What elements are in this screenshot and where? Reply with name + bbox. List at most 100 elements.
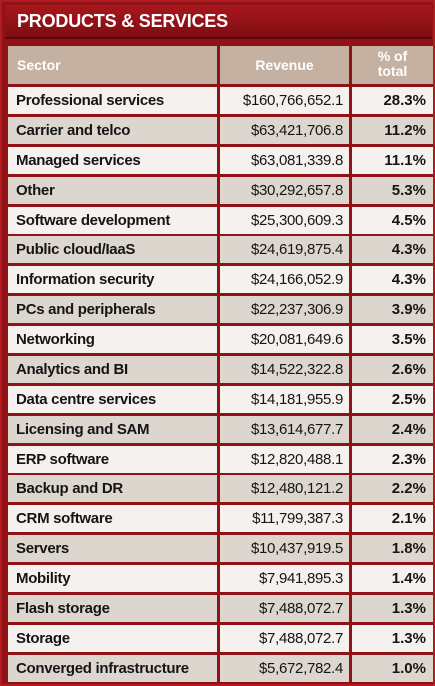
table-row: PCs and peripherals $22,237,306.9 3.9% (8, 296, 433, 324)
revenue-cell: $63,421,706.8 (220, 116, 349, 144)
percent-cell: 4.3% (352, 266, 433, 294)
percent-cell-text: 4.5% (391, 211, 426, 229)
sector-cell: PCs and peripherals (8, 296, 217, 324)
table-row: Professional services $160,766,652.1 28.3% (8, 87, 433, 114)
percent-cell: 2.5% (352, 385, 433, 413)
revenue-cell-text: $24,619,875.4 (250, 241, 343, 259)
percent-cell-text: 3.9% (391, 301, 426, 319)
revenue-cell: $22,237,306.9 (220, 296, 349, 324)
revenue-cell: $7,488,072.7 (220, 624, 349, 652)
sector-cell-text: Servers (16, 540, 69, 558)
percent-cell: 11.1% (352, 146, 433, 174)
sector-cell-text: Data centre services (16, 390, 156, 408)
percent-cell: 2.6% (352, 355, 433, 383)
percent-cell-text: 2.2% (391, 480, 426, 498)
revenue-cell: $13,614,677.7 (220, 415, 349, 443)
sector-cell: Information security (8, 266, 217, 294)
revenue-cell-text: $13,614,677.7 (250, 420, 343, 438)
revenue-cell: $63,081,339.8 (220, 146, 349, 174)
percent-cell: 5.3% (352, 176, 433, 204)
sector-cell: Public cloud/IaaS (8, 236, 217, 264)
percent-cell: 2.3% (352, 445, 433, 473)
revenue-cell-text: $12,480,121.2 (250, 480, 343, 498)
table-row: Public cloud/IaaS $24,619,875.4 4.3% (8, 236, 433, 264)
revenue-cell: $12,820,488.1 (220, 445, 349, 473)
revenue-cell: $160,766,652.1 (220, 87, 349, 114)
percent-cell-text: 28.3% (383, 92, 426, 109)
table-row: Managed services $63,081,339.8 11.1% (8, 146, 433, 174)
percent-cell: 1.8% (352, 535, 433, 563)
revenue-cell: $24,166,052.9 (220, 266, 349, 294)
table-row: Carrier and telco $63,421,706.8 11.2% (8, 116, 433, 144)
revenue-cell-text: $10,437,919.5 (250, 540, 343, 558)
header-percent: % of total (352, 46, 433, 84)
revenue-cell: $20,081,649.6 (220, 326, 349, 353)
sector-cell: Flash storage (8, 595, 217, 622)
revenue-cell-text: $14,181,955.9 (250, 390, 343, 408)
revenue-cell-text: $63,081,339.8 (250, 151, 343, 169)
percent-cell-text: 1.4% (391, 570, 426, 588)
percent-cell-text: 11.2% (384, 121, 426, 139)
revenue-cell: $7,941,895.3 (220, 565, 349, 593)
sector-cell-text: Flash storage (16, 600, 110, 617)
table-row: Backup and DR $12,480,121.2 2.2% (8, 475, 433, 503)
sector-cell-text: CRM software (16, 510, 113, 528)
sector-cell: Data centre services (8, 385, 217, 413)
table-row: Storage $7,488,072.7 1.3% (8, 624, 433, 652)
revenue-cell: $30,292,657.8 (220, 176, 349, 204)
revenue-cell: $12,480,121.2 (220, 475, 349, 503)
table-row: ERP software $12,820,488.1 2.3% (8, 445, 433, 473)
sector-cell: Networking (8, 326, 217, 353)
title-bar: PRODUCTS & SERVICES (5, 5, 432, 39)
sector-cell-text: Managed services (16, 151, 141, 169)
percent-cell: 4.3% (352, 236, 433, 264)
sector-cell: ERP software (8, 445, 217, 473)
percent-cell-text: 1.3% (391, 629, 426, 647)
revenue-cell-text: $63,421,706.8 (250, 121, 343, 139)
percent-cell: 1.0% (352, 654, 433, 682)
sector-cell-text: Carrier and telco (16, 121, 131, 139)
table-row: Flash storage $7,488,072.7 1.3% (8, 595, 433, 622)
table-row: Analytics and BI $14,522,322.8 2.6% (8, 355, 433, 383)
sector-cell: Servers (8, 535, 217, 563)
revenue-cell-text: $12,820,488.1 (250, 450, 343, 468)
percent-cell: 2.4% (352, 415, 433, 443)
percent-cell: 1.4% (352, 565, 433, 593)
table-row: Converged infrastructure $5,672,782.4 1.0% (8, 654, 433, 682)
sector-cell: CRM software (8, 505, 217, 533)
revenue-cell-text: $20,081,649.6 (250, 331, 343, 348)
percent-cell-text: 5.3% (391, 181, 426, 199)
sector-cell: Storage (8, 624, 217, 652)
table-row: Licensing and SAM $13,614,677.7 2.4% (8, 415, 433, 443)
percent-cell-text: 2.3% (391, 450, 426, 468)
revenue-cell-text: $22,237,306.9 (250, 301, 343, 319)
percent-cell: 2.1% (352, 505, 433, 533)
sector-cell-text: Converged infrastructure (16, 659, 189, 677)
table-row: Software development $25,300,609.3 4.5% (8, 206, 433, 234)
table-row: Other $30,292,657.8 5.3% (8, 176, 433, 204)
sector-cell: Analytics and BI (8, 355, 217, 383)
percent-cell-text: 1.3% (391, 600, 426, 617)
percent-cell-text: 4.3% (391, 241, 426, 259)
revenue-cell: $14,522,322.8 (220, 355, 349, 383)
percent-cell: 28.3% (352, 87, 433, 114)
sector-cell-text: Analytics and BI (16, 360, 128, 378)
percent-cell: 1.3% (352, 624, 433, 652)
percent-cell-text: 1.0% (391, 659, 426, 677)
sector-cell-text: Public cloud/IaaS (16, 241, 136, 259)
percent-cell-text: 3.5% (391, 331, 426, 348)
revenue-cell-text: $24,166,052.9 (250, 271, 343, 289)
sector-cell-text: Networking (16, 331, 95, 348)
revenue-cell-text: $11,799,387.3 (252, 510, 343, 528)
percent-cell: 3.9% (352, 296, 433, 324)
header-sector: Sector (8, 46, 217, 84)
percent-cell: 1.3% (352, 595, 433, 622)
percent-cell: 4.5% (352, 206, 433, 234)
percent-cell-text: 2.5% (391, 390, 426, 408)
revenue-cell: $10,437,919.5 (220, 535, 349, 563)
table-row: CRM software $11,799,387.3 2.1% (8, 505, 433, 533)
percent-cell-text: 11.1% (384, 151, 426, 169)
sector-cell-text: Backup and DR (16, 480, 123, 498)
sector-cell-text: ERP software (16, 450, 109, 468)
